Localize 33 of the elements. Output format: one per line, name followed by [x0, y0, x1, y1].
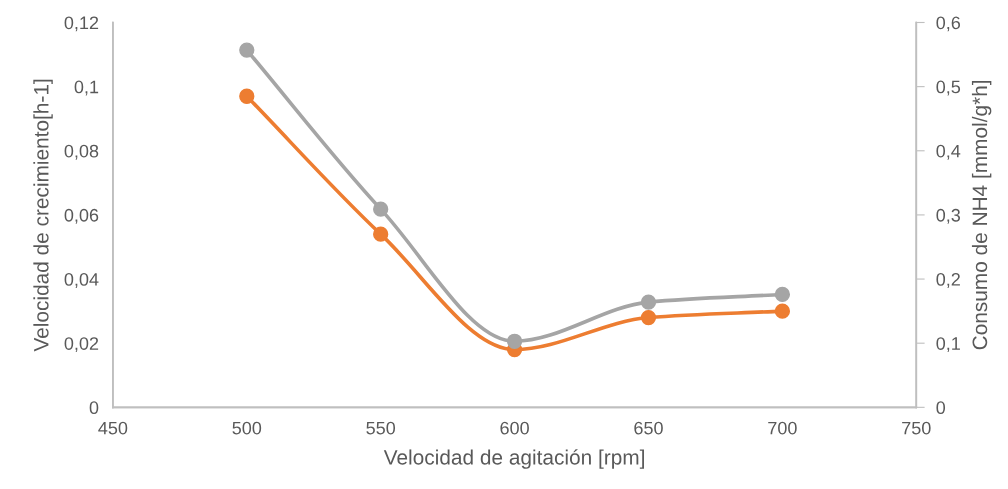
x-tick-label: 450 — [98, 421, 128, 435]
point — [640, 294, 657, 310]
y2-tick-label: 0,1 — [936, 337, 960, 353]
y2-axis-title: Consumo de NH4 [mmol/g*h] — [971, 80, 992, 350]
point — [239, 88, 255, 104]
y-tick-label: 0,06 — [64, 208, 99, 224]
x-tick-label: 550 — [366, 421, 396, 435]
point — [774, 303, 791, 319]
y2-tick-label: 0,2 — [936, 272, 960, 288]
point — [373, 201, 389, 217]
point — [774, 286, 791, 303]
y2-tick-label: 0 — [936, 401, 946, 415]
x-tick-label: 500 — [232, 421, 262, 435]
y-tick-label: 0,1 — [74, 80, 99, 96]
point — [640, 309, 657, 326]
x-tick-label: 600 — [500, 421, 529, 435]
x-tick-label: 650 — [634, 421, 663, 435]
point — [506, 333, 523, 349]
y-tick-label: 0,02 — [64, 337, 99, 353]
point — [373, 226, 389, 242]
y2-tick-label: 0,4 — [936, 144, 961, 160]
y2-tick-label: 0,5 — [936, 80, 961, 96]
y-axis-title: Velocidad de crecimiento[h-1] — [33, 79, 53, 352]
y2-tick-label: 0,6 — [936, 16, 961, 32]
y-tick-label: 0 — [89, 401, 99, 415]
y-tick-label: 0,12 — [64, 16, 99, 32]
x-tick-label: 750 — [902, 421, 931, 435]
y-tick-label: 0,04 — [64, 272, 99, 288]
y-tick-label: 0,08 — [64, 144, 99, 160]
y2-tick-label: 0,3 — [936, 208, 961, 224]
x-tick-label: 700 — [768, 421, 797, 435]
point — [239, 42, 255, 58]
x-axis-title: Velocidad de agitación [rpm] — [383, 449, 644, 469]
